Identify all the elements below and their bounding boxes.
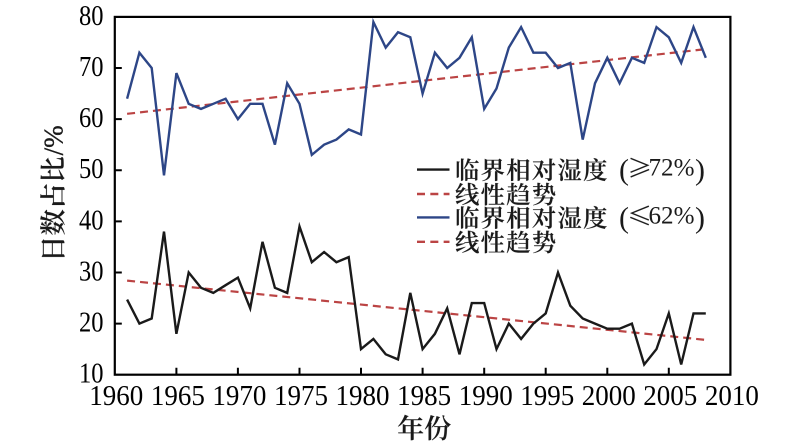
svg-text:1975: 1975 xyxy=(274,381,328,412)
svg-text:1990: 1990 xyxy=(459,381,513,412)
svg-text:72%: 72% xyxy=(649,153,695,182)
svg-text:/%: /% xyxy=(39,125,69,155)
svg-text:1980: 1980 xyxy=(336,381,390,412)
svg-text:40: 40 xyxy=(79,205,104,236)
svg-text:1965: 1965 xyxy=(151,381,205,412)
svg-text:2005: 2005 xyxy=(643,381,697,412)
svg-text:50: 50 xyxy=(79,154,104,185)
svg-text:(: ( xyxy=(619,154,629,187)
svg-text:(: ( xyxy=(619,201,629,234)
svg-text:30: 30 xyxy=(79,257,104,288)
svg-text:): ) xyxy=(695,154,705,187)
svg-text:62%: 62% xyxy=(649,200,695,229)
svg-text:): ) xyxy=(695,201,705,234)
svg-text:2010: 2010 xyxy=(705,381,759,412)
svg-text:10: 10 xyxy=(79,359,104,390)
svg-text:60: 60 xyxy=(79,103,104,134)
svg-text:70: 70 xyxy=(79,52,104,83)
svg-text:1995: 1995 xyxy=(520,381,574,412)
svg-text:80: 80 xyxy=(79,1,104,32)
svg-text:1970: 1970 xyxy=(212,381,266,412)
svg-text:2000: 2000 xyxy=(582,381,636,412)
svg-text:1960: 1960 xyxy=(89,381,143,412)
svg-text:20: 20 xyxy=(79,308,104,339)
svg-text:1985: 1985 xyxy=(397,381,451,412)
